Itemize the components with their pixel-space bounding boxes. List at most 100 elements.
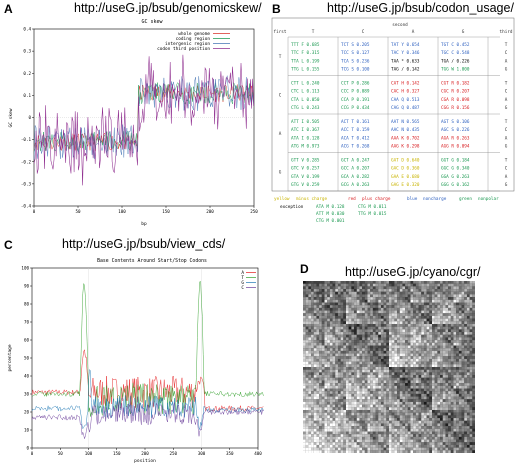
cgr-cell	[397, 294, 400, 298]
cgr-cell	[456, 412, 459, 416]
cgr-cell	[423, 361, 427, 365]
cgr-cell	[461, 391, 465, 394]
cgr-cell	[394, 348, 398, 351]
cgr-cell	[415, 393, 419, 397]
cgr-cell	[332, 305, 336, 308]
cgr-cell	[337, 393, 341, 397]
cgr-cell	[340, 297, 344, 300]
cgr-cell	[464, 420, 467, 424]
cgr-cell	[394, 340, 398, 343]
cgr-cell	[337, 410, 341, 413]
cgr-cell	[391, 348, 395, 351]
cgr-cell	[372, 450, 376, 453]
cgr-cell	[375, 313, 379, 316]
cgr-cell	[466, 436, 470, 440]
cgr-cell	[321, 372, 325, 376]
cgr-cell	[445, 337, 449, 341]
cgr-cell	[437, 367, 441, 370]
cgr-cell	[399, 313, 403, 316]
cgr-cell	[453, 377, 457, 381]
cgr-cell	[469, 369, 473, 373]
cgr-cell	[466, 364, 470, 368]
cgr-cell	[308, 396, 312, 400]
codon-cell: AGA R 0.263	[441, 135, 470, 141]
cgr-cell	[316, 420, 320, 424]
cgr-cell	[335, 307, 338, 311]
cgr-cell	[421, 332, 424, 335]
cgr-cell	[458, 286, 462, 290]
cgr-cell	[375, 447, 379, 451]
cgr-cell	[472, 367, 475, 370]
cgr-cell	[458, 399, 462, 402]
cgr-cell	[413, 410, 416, 413]
cgr-cell	[445, 350, 449, 354]
cgr-cell	[466, 442, 470, 445]
cgr-cell	[308, 297, 312, 300]
cgr-cell	[305, 377, 309, 381]
third-letter: A	[505, 58, 508, 64]
cgr-cell	[437, 385, 441, 389]
cgr-cell	[362, 345, 365, 349]
cgr-cell	[308, 334, 312, 338]
cgr-cell	[440, 410, 443, 413]
cgr-cell	[346, 444, 349, 448]
cgr-cell	[362, 337, 365, 341]
cgr-cell	[442, 313, 446, 316]
cgr-cell	[324, 420, 328, 424]
cgr-cell	[437, 377, 441, 381]
cgr-cell	[407, 326, 411, 330]
cgr-cell	[448, 431, 451, 435]
cgr-cell	[337, 340, 341, 343]
cgr-cell	[351, 388, 355, 392]
cgr-cell	[399, 428, 403, 432]
cgr-cell	[440, 407, 443, 411]
cgr-cell	[418, 345, 422, 349]
cgr-cell	[440, 372, 443, 376]
cgr-cell	[448, 380, 451, 384]
x-tick-label: 50	[58, 451, 64, 456]
cgr-cell	[305, 337, 309, 341]
cgr-cell	[410, 310, 414, 314]
cgr-cell	[359, 385, 363, 389]
cgr-cell	[410, 294, 414, 298]
cgr-cell	[407, 345, 411, 349]
cgr-cell	[429, 410, 433, 413]
cgr-cell	[378, 313, 381, 316]
cgr-cell	[429, 334, 433, 338]
cgr-cell	[464, 393, 467, 397]
cgr-cell	[426, 305, 430, 308]
cgr-cell	[305, 436, 309, 440]
cgr-cell	[362, 426, 365, 429]
cgr-cell	[391, 337, 395, 341]
cgr-cell	[337, 420, 341, 424]
cgr-cell	[464, 329, 467, 333]
cgr-cell	[329, 350, 333, 354]
cgr-cell	[329, 340, 333, 343]
cgr-cell	[399, 337, 403, 341]
cgr-cell	[458, 299, 462, 303]
cgr-cell	[450, 297, 454, 300]
cgr-cell	[464, 418, 467, 421]
cgr-cell	[450, 353, 454, 357]
cgr-cell	[305, 283, 309, 287]
cgr-cell	[321, 286, 325, 290]
cgr-cell	[321, 281, 325, 284]
cgr-cell	[329, 358, 333, 362]
cgr-cell	[450, 334, 454, 338]
cgr-cell	[337, 426, 341, 429]
cgr-cell	[335, 294, 338, 298]
cgr-cell	[423, 313, 427, 316]
cgr-cell	[354, 404, 357, 408]
cgr-cell	[346, 350, 349, 354]
cgr-cell	[337, 342, 341, 346]
cgr-cell	[445, 348, 449, 351]
cgr-cell	[364, 332, 368, 335]
cgr-cell	[343, 418, 347, 421]
cgr-cell	[423, 350, 427, 354]
cgr-cell	[380, 375, 384, 378]
cgr-cell	[380, 332, 384, 335]
cgr-cell	[378, 297, 381, 300]
cgr-cell	[445, 307, 449, 311]
cgr-cell	[348, 396, 352, 400]
cgr-cell	[348, 434, 352, 437]
